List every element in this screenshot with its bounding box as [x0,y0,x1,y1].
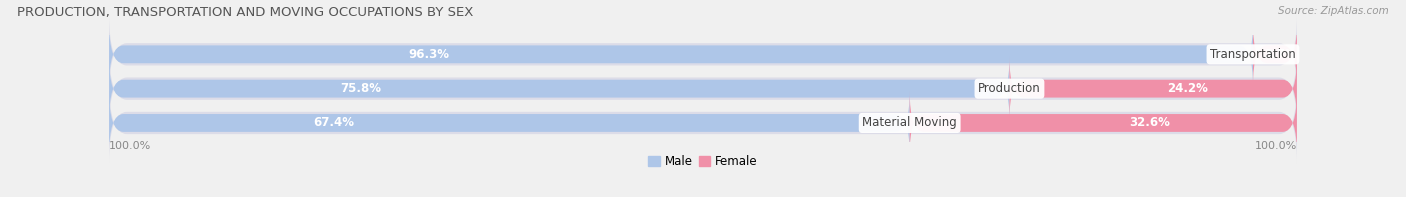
Text: 75.8%: 75.8% [340,82,381,95]
FancyBboxPatch shape [110,22,1253,87]
Text: 24.2%: 24.2% [1167,82,1208,95]
FancyBboxPatch shape [110,83,1296,163]
Text: Transportation: Transportation [1211,48,1296,61]
FancyBboxPatch shape [1253,22,1296,87]
FancyBboxPatch shape [110,56,1010,121]
FancyBboxPatch shape [110,14,1296,95]
Text: 3.7%: 3.7% [1264,48,1296,61]
FancyBboxPatch shape [1010,56,1296,121]
Text: PRODUCTION, TRANSPORTATION AND MOVING OCCUPATIONS BY SEX: PRODUCTION, TRANSPORTATION AND MOVING OC… [17,6,474,19]
Legend: Male, Female: Male, Female [644,151,762,173]
FancyBboxPatch shape [110,48,1296,129]
Text: 100.0%: 100.0% [110,141,152,151]
Text: 67.4%: 67.4% [312,116,354,129]
FancyBboxPatch shape [110,91,910,155]
Text: Source: ZipAtlas.com: Source: ZipAtlas.com [1278,6,1389,16]
Text: Production: Production [979,82,1040,95]
FancyBboxPatch shape [910,91,1296,155]
Text: 100.0%: 100.0% [1254,141,1296,151]
Text: 96.3%: 96.3% [409,48,450,61]
Text: 32.6%: 32.6% [1129,116,1170,129]
Text: Material Moving: Material Moving [862,116,957,129]
